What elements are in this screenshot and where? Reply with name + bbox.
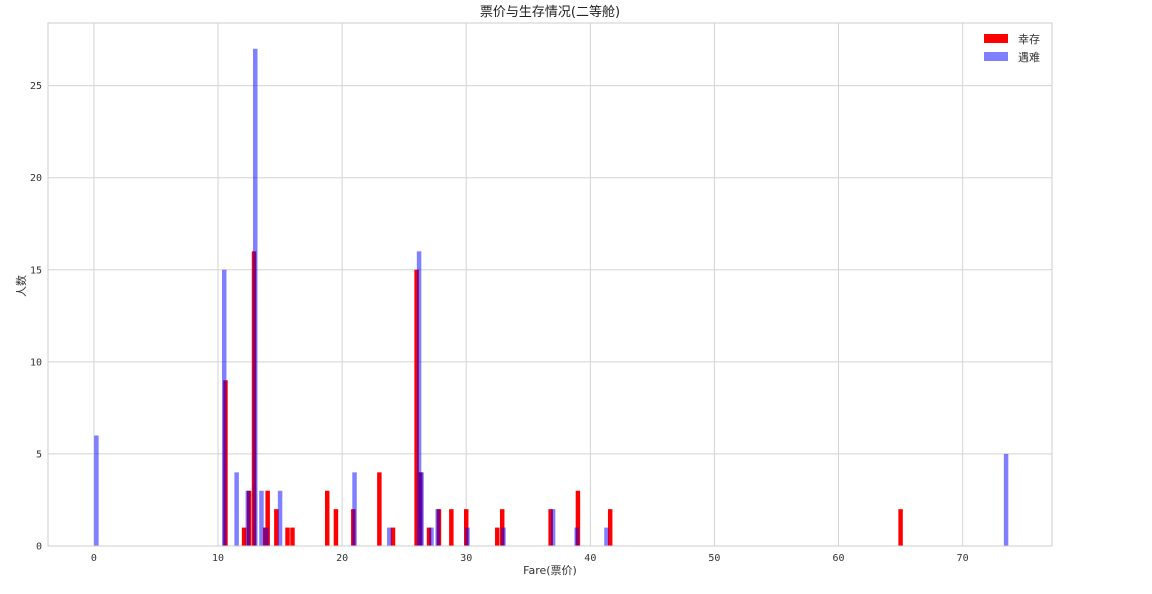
- bar-died: [387, 527, 392, 546]
- bar-died: [429, 527, 434, 546]
- bar-survived: [495, 527, 500, 546]
- plot-area: [48, 23, 1052, 546]
- chart-title: 票价与生存情况(二等舱): [480, 4, 620, 20]
- bar-survived: [607, 509, 613, 546]
- bar-survived: [463, 509, 469, 546]
- x-axis-label: Fare(票价): [523, 564, 577, 577]
- bar-survived: [333, 509, 339, 546]
- bar-died: [259, 490, 264, 546]
- bar-died: [419, 472, 424, 546]
- bar-survived: [324, 490, 330, 546]
- bar-died: [604, 527, 609, 546]
- bar-died: [264, 527, 269, 546]
- bar-survived: [241, 527, 247, 546]
- y-tick-label: 10: [30, 357, 42, 368]
- y-tick-label: 0: [36, 542, 42, 553]
- bar-survived: [548, 509, 553, 546]
- bar-died: [574, 527, 579, 546]
- bar-died: [245, 490, 251, 546]
- legend-swatch-died: [984, 52, 1008, 61]
- bar-survived: [290, 527, 295, 546]
- legend-label-survived: 幸存: [1018, 32, 1040, 46]
- bar-survived: [414, 269, 419, 546]
- bar-survived: [426, 527, 432, 546]
- y-tick-label: 15: [30, 265, 42, 276]
- plot-frame: [47, 22, 1053, 547]
- bar-survived: [499, 509, 505, 546]
- tick-labels: 0 10 20 30 40 50 60 70 0 5 10 15 20 25: [30, 81, 969, 564]
- legend: 幸存 遇难: [984, 32, 1040, 64]
- x-tick-label: 70: [957, 553, 969, 564]
- bar-died: [253, 48, 258, 547]
- bar-died: [352, 472, 357, 546]
- legend-label-died: 遇难: [1018, 51, 1040, 64]
- bar-died: [277, 490, 283, 546]
- x-tick-label: 20: [336, 553, 348, 564]
- legend-swatch-survived: [984, 34, 1008, 43]
- x-tick-label: 10: [212, 553, 224, 564]
- bar-survived: [377, 472, 382, 546]
- bar-died: [1003, 453, 1009, 546]
- bar-died: [435, 509, 440, 546]
- bar-died: [465, 527, 470, 546]
- bar-survived: [274, 509, 279, 546]
- x-tick-label: 30: [460, 553, 472, 564]
- bar-died: [550, 509, 556, 546]
- x-tick-label: 0: [91, 553, 97, 564]
- bar-survived: [265, 490, 270, 546]
- x-tick-label: 40: [584, 553, 596, 564]
- y-tick-label: 5: [36, 449, 42, 460]
- bar-survived: [449, 509, 454, 546]
- x-tick-label: 60: [833, 553, 845, 564]
- bar-died: [234, 472, 239, 546]
- y-axis-label: 人数: [15, 275, 28, 297]
- bar-died: [221, 269, 227, 546]
- y-tick-label: 25: [30, 81, 42, 92]
- bar-died: [501, 527, 506, 546]
- bar-survived: [390, 527, 396, 546]
- bar-died: [416, 251, 422, 546]
- bars: [94, 48, 1009, 547]
- y-tick-label: 20: [30, 173, 42, 184]
- bar-survived: [285, 527, 290, 546]
- bar-survived: [898, 509, 903, 546]
- grid: [48, 23, 1052, 547]
- x-tick-label: 50: [708, 553, 720, 564]
- bar-died: [94, 435, 99, 546]
- bar-survived: [575, 490, 581, 546]
